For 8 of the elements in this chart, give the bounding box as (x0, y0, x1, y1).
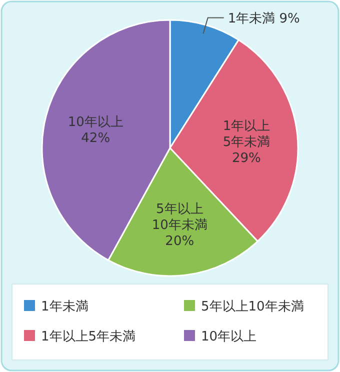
legend-label: 1年未満 (41, 300, 88, 314)
legend-label: 1年以上5年未満 (41, 330, 136, 344)
legend-label: 10年以上 (201, 330, 257, 344)
data-label: 10年以上 42% (68, 114, 124, 146)
data-label: 5年以上 10年未満 20% (152, 202, 208, 250)
data-label: 1年以上 5年未満 29% (222, 118, 270, 166)
legend-label: 5年以上10年未満 (201, 300, 304, 314)
data-label: 1年未満 9% (228, 12, 300, 27)
